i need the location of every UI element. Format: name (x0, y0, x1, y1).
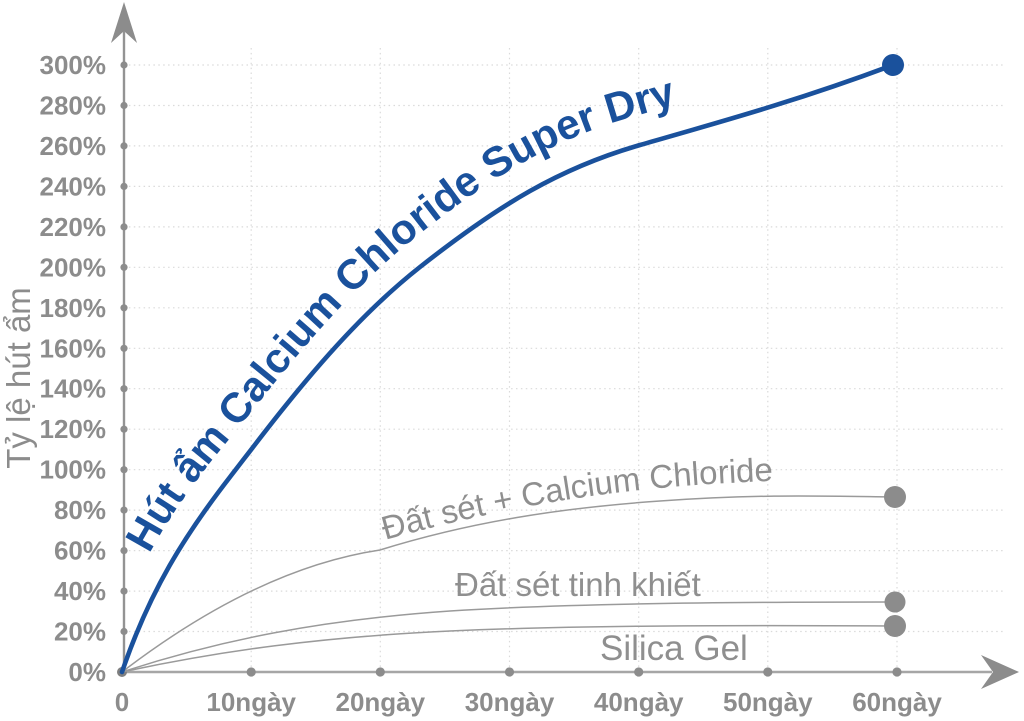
x-tick-label: 60ngày (852, 687, 942, 717)
clay-cacl2-endpoint-marker (884, 486, 906, 508)
pure-clay-curve (121, 601, 896, 673)
y-tick-dot (120, 304, 128, 312)
silica-gel-curve-label: Silica Gel (600, 629, 748, 668)
y-tick-dot (120, 425, 128, 433)
y-tick-label: 40% (54, 576, 106, 606)
x-tick-label: 40ngày (594, 687, 684, 717)
x-tick-dot (246, 667, 256, 677)
x-tick-dot (763, 667, 773, 677)
gridlines (124, 48, 1006, 668)
clay-cacl2-curve (121, 495, 896, 673)
y-tick-labels: 0% 20% 40% 60% 80% 100% 120% 140% 160% 1… (40, 50, 107, 687)
y-tick-label: 260% (40, 131, 107, 161)
y-tick-dot (120, 547, 128, 555)
y-tick-dot (120, 101, 128, 110)
y-tick-label: 160% (40, 333, 107, 363)
x-tick-dot (375, 667, 385, 677)
y-tick-label: 80% (54, 495, 106, 525)
clay-cacl2-curve-label: Đất sét + Calcium Chloride (377, 451, 773, 547)
pure-clay-endpoint-marker (884, 591, 906, 613)
y-tick-dot (120, 466, 128, 474)
x-tick-dot (892, 667, 902, 677)
y-tick-dot (120, 61, 128, 69)
y-tick-dot (120, 263, 128, 271)
x-tick-label: 50ngày (723, 687, 813, 717)
silica-gel-endpoint-marker (884, 615, 906, 637)
y-tick-label: 20% (54, 617, 106, 647)
x-axis-arrow-icon (981, 655, 1019, 689)
x-tick-dot (504, 667, 515, 677)
y-tick-label: 240% (40, 171, 107, 201)
x-tick-dot (634, 667, 644, 677)
y-tick-dot (120, 223, 128, 231)
y-tick-label: 300% (40, 50, 107, 80)
silica-gel-curve (121, 624, 896, 673)
y-tick-label: 100% (40, 455, 107, 485)
superdry-curve (119, 62, 896, 675)
y-tick-dot (120, 142, 128, 150)
axes (111, 2, 1019, 689)
y-tick-label: 220% (40, 212, 107, 242)
x-tick-label: 30ngày (465, 687, 555, 717)
y-tick-dot (120, 182, 128, 190)
y-tick-label: 120% (40, 414, 107, 444)
x-tick-labels: 0 10ngày 20ngày 30ngày 40ngày 50ngày 60n… (115, 687, 943, 717)
y-axis-arrow-icon (111, 2, 137, 43)
y-tick-label: 180% (40, 293, 107, 323)
y-tick-dot (120, 506, 128, 514)
y-tick-label: 280% (40, 91, 107, 121)
y-tick-dot (120, 627, 128, 636)
superdry-endpoint-marker (882, 54, 904, 76)
y-tick-dot (120, 587, 128, 595)
x-tick-label: 0 (115, 687, 129, 717)
curves (119, 54, 906, 675)
y-tick-dot (120, 344, 128, 352)
x-tick-label: 20ngày (335, 687, 425, 717)
x-tick-label: 10ngày (206, 687, 296, 717)
y-tick-label: 140% (40, 374, 107, 404)
y-tick-label: 0% (68, 657, 106, 687)
y-axis-title: Tỷ lệ hút ẩm (0, 287, 37, 469)
y-tick-dot (120, 385, 128, 393)
clay-cacl2-curve-label-text: Đất sét + Calcium Chloride (377, 451, 773, 547)
y-tick-label: 200% (40, 252, 107, 282)
y-tick-label: 60% (54, 536, 106, 566)
pure-clay-curve-label: Đất sét tinh khiết (455, 566, 701, 603)
